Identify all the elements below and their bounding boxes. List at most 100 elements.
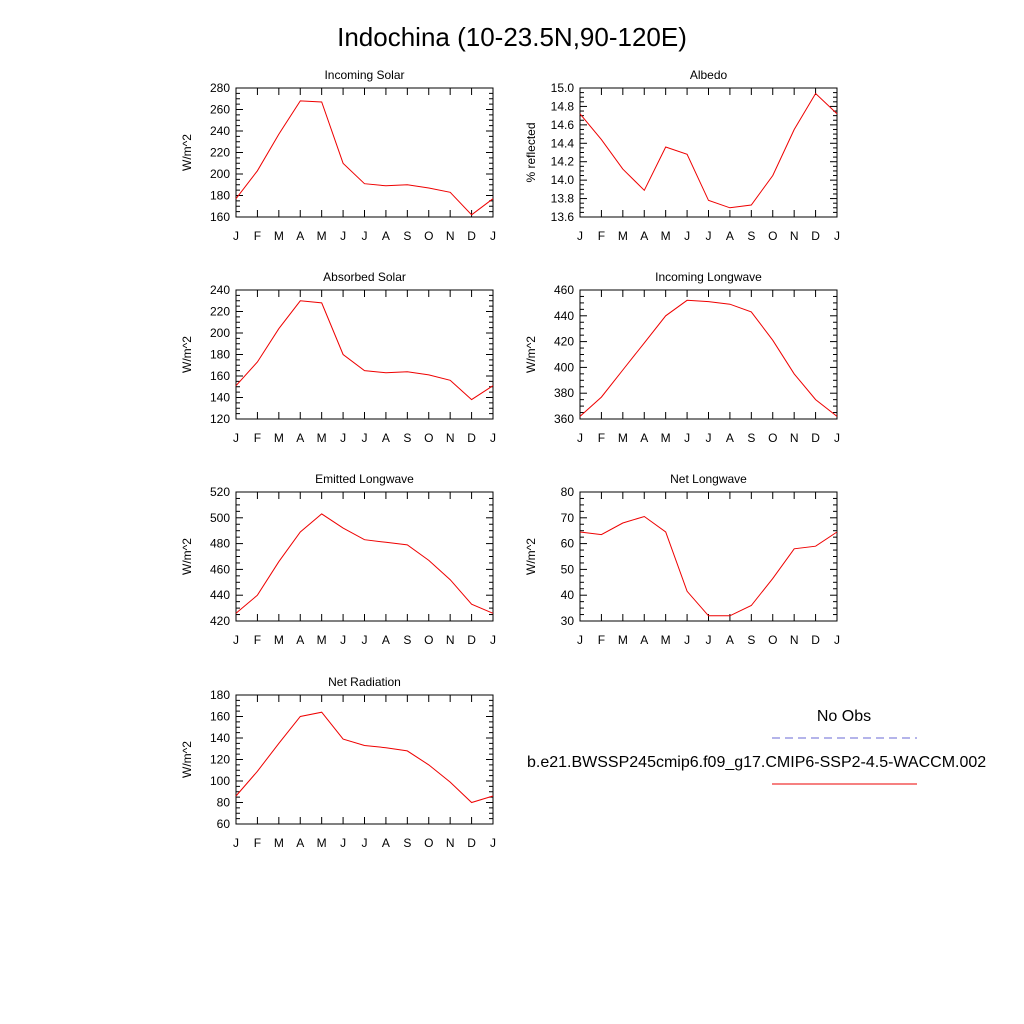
x-tick-label: D bbox=[467, 633, 476, 647]
y-tick-label: 80 bbox=[561, 485, 575, 499]
panel-title: Incoming Solar bbox=[324, 68, 404, 82]
x-tick-label: F bbox=[254, 633, 261, 647]
x-tick-label: M bbox=[274, 229, 284, 243]
plot-frame bbox=[579, 87, 838, 218]
x-tick-label: F bbox=[598, 229, 605, 243]
x-tick-label: J bbox=[490, 431, 496, 445]
plot-frame bbox=[579, 491, 838, 622]
y-tick-label: 240 bbox=[210, 283, 230, 297]
y-tick-label: 60 bbox=[217, 817, 231, 831]
y-tick-label: 460 bbox=[554, 283, 574, 297]
x-tick-label: S bbox=[403, 836, 411, 850]
x-tick-label: A bbox=[382, 633, 390, 647]
x-tick-label: A bbox=[382, 431, 390, 445]
x-tick-label: M bbox=[618, 633, 628, 647]
x-tick-label: J bbox=[684, 633, 690, 647]
panel-title: Emitted Longwave bbox=[315, 472, 414, 486]
y-tick-label: 70 bbox=[561, 511, 575, 525]
plot-frame bbox=[235, 87, 494, 218]
y-tick-label: 100 bbox=[210, 774, 230, 788]
x-tick-label: N bbox=[790, 229, 799, 243]
x-tick-label: S bbox=[403, 229, 411, 243]
y-tick-label: 280 bbox=[210, 81, 230, 95]
x-tick-label: N bbox=[446, 229, 455, 243]
panel-title: Incoming Longwave bbox=[655, 270, 762, 284]
x-tick-label: J bbox=[340, 836, 346, 850]
y-tick-label: 160 bbox=[210, 369, 230, 383]
plot-frame bbox=[579, 289, 838, 420]
x-tick-label: J bbox=[362, 633, 368, 647]
x-tick-label: S bbox=[747, 229, 755, 243]
y-tick-label: 15.0 bbox=[551, 81, 575, 95]
legend-obs-label: No Obs bbox=[817, 708, 871, 725]
legend: No Obs b.e21.BWSSP245cmip6.f09_g17.CMIP6… bbox=[527, 708, 986, 785]
x-tick-label: J bbox=[706, 431, 712, 445]
y-tick-label: 60 bbox=[561, 537, 575, 551]
x-tick-label: M bbox=[317, 229, 327, 243]
x-tick-label: J bbox=[490, 229, 496, 243]
y-tick-label: 120 bbox=[210, 753, 230, 767]
y-axis-label: W/m^2 bbox=[180, 336, 194, 373]
series-line bbox=[579, 515, 838, 617]
y-tick-label: 80 bbox=[217, 796, 231, 810]
y-tick-label: 400 bbox=[554, 360, 574, 374]
x-tick-label: A bbox=[382, 836, 390, 850]
x-tick-label: O bbox=[424, 229, 433, 243]
y-tick-label: 180 bbox=[210, 688, 230, 702]
y-tick-label: 520 bbox=[210, 485, 230, 499]
x-tick-label: J bbox=[233, 229, 239, 243]
x-tick-label: A bbox=[640, 229, 648, 243]
x-tick-label: O bbox=[424, 633, 433, 647]
y-tick-label: 140 bbox=[210, 731, 230, 745]
x-tick-label: O bbox=[424, 431, 433, 445]
y-tick-label: 14.0 bbox=[551, 173, 575, 187]
x-tick-label: J bbox=[233, 633, 239, 647]
y-tick-label: 200 bbox=[210, 326, 230, 340]
y-tick-label: 180 bbox=[210, 348, 230, 362]
x-tick-label: J bbox=[362, 836, 368, 850]
y-tick-label: 220 bbox=[210, 305, 230, 319]
y-axis-label: W/m^2 bbox=[524, 336, 538, 373]
x-tick-label: J bbox=[834, 431, 840, 445]
x-tick-label: D bbox=[811, 431, 820, 445]
series-line bbox=[235, 300, 494, 401]
y-tick-label: 13.6 bbox=[551, 210, 575, 224]
y-tick-label: 360 bbox=[554, 412, 574, 426]
x-tick-label: N bbox=[446, 633, 455, 647]
x-tick-label: F bbox=[598, 431, 605, 445]
x-tick-label: A bbox=[726, 633, 734, 647]
x-tick-label: M bbox=[661, 431, 671, 445]
y-axis-label: W/m^2 bbox=[180, 538, 194, 575]
x-tick-label: M bbox=[618, 229, 628, 243]
y-tick-label: 440 bbox=[554, 309, 574, 323]
x-tick-label: M bbox=[274, 633, 284, 647]
x-tick-label: S bbox=[403, 633, 411, 647]
x-tick-label: A bbox=[640, 633, 648, 647]
x-tick-label: J bbox=[340, 633, 346, 647]
y-axis-label: % reflected bbox=[524, 122, 538, 182]
x-tick-label: M bbox=[661, 633, 671, 647]
x-tick-label: A bbox=[726, 431, 734, 445]
x-tick-label: M bbox=[274, 836, 284, 850]
x-tick-label: O bbox=[768, 633, 777, 647]
x-tick-label: J bbox=[706, 633, 712, 647]
x-tick-label: D bbox=[467, 836, 476, 850]
x-tick-label: N bbox=[790, 633, 799, 647]
x-tick-label: A bbox=[296, 229, 304, 243]
y-tick-label: 200 bbox=[210, 167, 230, 181]
x-tick-label: M bbox=[661, 229, 671, 243]
y-tick-label: 50 bbox=[561, 562, 575, 576]
x-tick-label: S bbox=[747, 633, 755, 647]
y-tick-label: 420 bbox=[554, 335, 574, 349]
x-tick-label: D bbox=[811, 229, 820, 243]
x-tick-label: A bbox=[296, 431, 304, 445]
x-tick-label: F bbox=[254, 229, 261, 243]
y-tick-label: 13.8 bbox=[551, 192, 575, 206]
x-tick-label: J bbox=[362, 229, 368, 243]
